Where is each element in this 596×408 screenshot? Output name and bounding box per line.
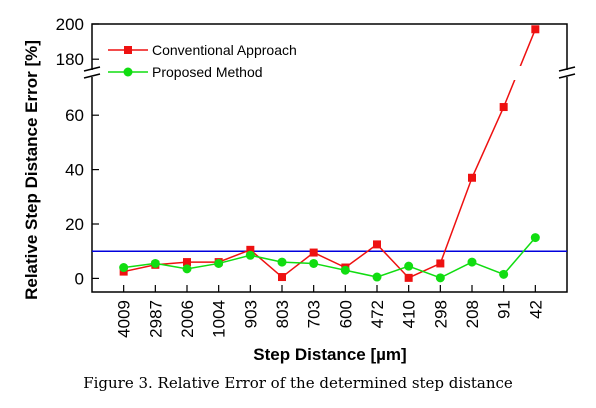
data-point-proposed	[277, 257, 287, 267]
legend-marker-proposed	[123, 67, 133, 77]
data-point-proposed	[214, 258, 224, 268]
series-line-conventional	[123, 28, 537, 279]
data-point-conventional	[373, 240, 381, 249]
data-point-proposed	[530, 233, 540, 243]
data-point-proposed	[309, 258, 319, 268]
data-point-proposed	[404, 261, 414, 271]
data-point-conventional	[309, 248, 318, 257]
x-tick-label: 2006	[178, 300, 197, 338]
data-point-conventional	[183, 258, 191, 267]
x-tick-label: 903	[241, 300, 260, 328]
data-point-conventional	[436, 259, 445, 268]
x-tick-label: 600	[336, 300, 355, 328]
data-point-conventional	[499, 103, 508, 112]
x-tick-label: 42	[526, 300, 545, 319]
data-point-proposed	[467, 257, 477, 267]
data-point-conventional	[531, 25, 540, 34]
x-tick-label: 91	[495, 300, 514, 319]
data-point-proposed	[435, 273, 445, 283]
data-point-conventional	[246, 245, 255, 254]
data-point-proposed	[245, 250, 255, 260]
data-point-proposed	[499, 269, 509, 279]
axis-break-mark	[83, 66, 101, 72]
x-axis-title: Step Distance [µm]	[253, 345, 406, 364]
data-point-proposed	[372, 272, 382, 282]
figure-caption: Figure 3. Relative Error of the determin…	[83, 374, 513, 392]
y-tick-label: 60	[65, 106, 84, 125]
y-tick-label: 200	[56, 15, 84, 34]
data-point-conventional	[278, 273, 286, 282]
x-tick-label: 2987	[146, 300, 165, 338]
x-tick-label: 803	[273, 300, 292, 328]
axis-break-mark	[558, 73, 576, 79]
legend-label-proposed: Proposed Method	[152, 64, 263, 80]
y-tick-label: 0	[75, 269, 84, 288]
x-tick-label: 298	[431, 300, 450, 328]
axis-break-gap	[85, 70, 99, 77]
axis-break-mark	[558, 66, 576, 72]
x-tick-label: 4009	[115, 300, 134, 338]
x-tick-label: 472	[368, 300, 387, 328]
legend: Conventional Approach Proposed Method	[108, 42, 297, 80]
series-line-proposed	[123, 237, 536, 279]
data-point-proposed	[150, 258, 160, 268]
y-tick-label: 40	[65, 161, 84, 180]
data-point-proposed	[119, 263, 129, 273]
plot-frame	[91, 23, 568, 293]
series-break-gap	[511, 66, 524, 80]
data-point-proposed	[182, 264, 192, 274]
y-axis-title: Relative Step Distance Error [%]	[22, 40, 41, 300]
legend-label-conventional: Conventional Approach	[152, 42, 297, 58]
legend-marker-conventional	[124, 46, 132, 54]
data-point-conventional	[404, 273, 413, 282]
data-point-proposed	[340, 265, 350, 275]
y-tick-label: 180	[56, 50, 84, 69]
axis-break-gap	[560, 70, 574, 77]
axis-break-mark	[83, 73, 101, 79]
x-tick-label: 410	[400, 300, 419, 328]
x-tick-label: 208	[463, 300, 482, 328]
x-tick-label: 703	[305, 300, 324, 328]
data-point-conventional	[468, 173, 476, 182]
x-tick-label: 1004	[210, 300, 229, 338]
y-tick-label: 20	[65, 215, 84, 234]
